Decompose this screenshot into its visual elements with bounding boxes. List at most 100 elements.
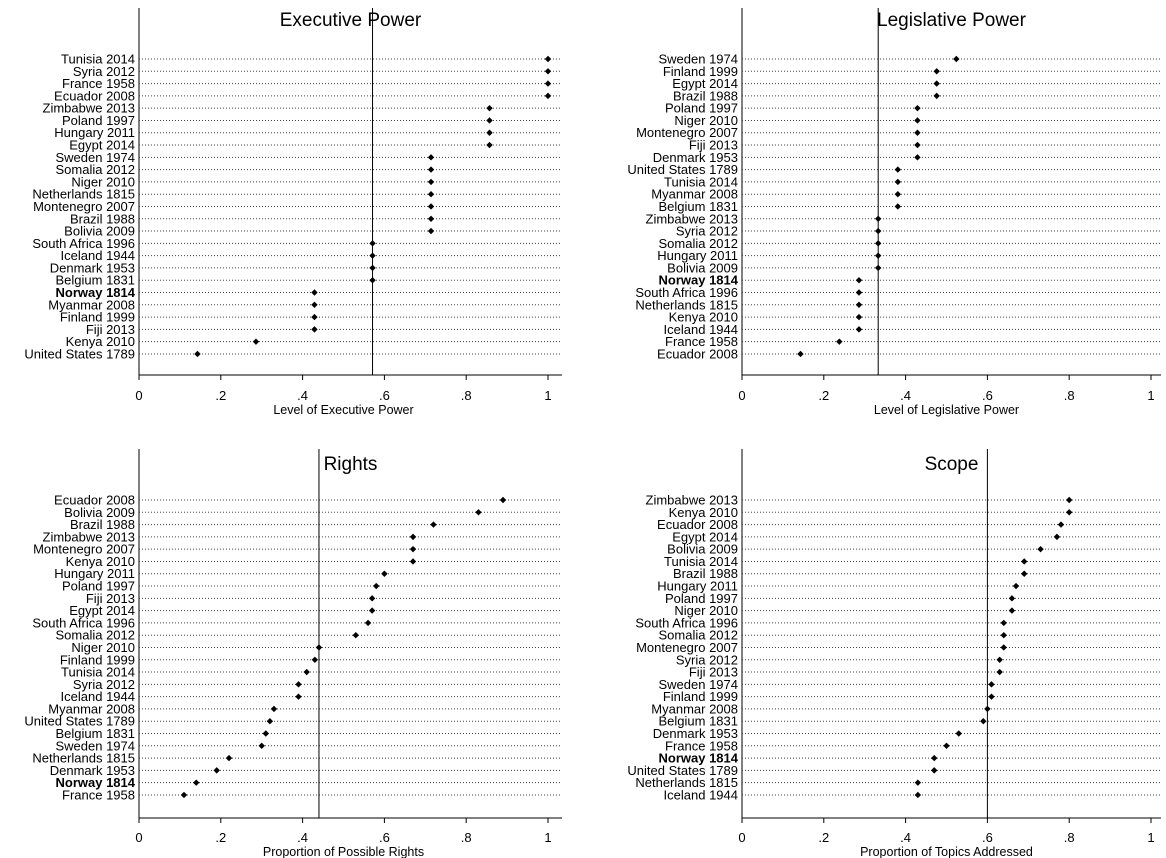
data-point [409, 545, 417, 553]
row-label: Belgium 1831 [56, 726, 136, 741]
data-point [855, 301, 863, 308]
row-label: Egypt 2014 [69, 603, 135, 618]
data-point [836, 338, 843, 345]
panel-title: Legislative Power [877, 10, 1027, 31]
row-label: United States 1789 [627, 763, 738, 778]
row-label: Syria 2012 [73, 64, 135, 79]
x-axis-label: Level of Legislative Power [874, 403, 1019, 417]
data-point [311, 301, 318, 308]
data-point [914, 779, 922, 786]
row-label: Somalia 2012 [56, 628, 136, 643]
row-label: Brazil 1988 [673, 88, 738, 103]
row-label: Hungary 2011 [54, 566, 135, 581]
row-label: Myanmar 2008 [48, 701, 135, 716]
data-point [1000, 619, 1007, 627]
row-label: Niger 2010 [674, 603, 738, 618]
row-label: Syria 2012 [73, 677, 135, 692]
row-label: Poland 1997 [665, 101, 738, 116]
x-tick-label: 1 [1147, 830, 1154, 845]
data-point [352, 631, 359, 639]
row-label: France 1958 [665, 738, 738, 753]
row-label: Brazil 1988 [70, 517, 135, 532]
row-label: United States 1789 [24, 346, 135, 361]
data-point [914, 117, 921, 124]
x-axis-label: Proportion of Possible Rights [263, 845, 424, 858]
row-label: Norway 1814 [659, 273, 739, 288]
data-point [1000, 644, 1007, 651]
data-point [311, 289, 318, 296]
row-label: Netherlands 1815 [32, 187, 135, 202]
row-label: Syria 2012 [676, 652, 738, 667]
panel-3: Scope 0 .2 .4 .6 .8 1 Proportion of Topics Addr… [627, 449, 1161, 858]
data-point [914, 104, 921, 112]
data-point [311, 326, 318, 333]
x-tick-label: .8 [461, 830, 472, 845]
x-tick-label: .8 [461, 388, 472, 403]
x-axis-label: Proportion of Topics Addressed [860, 845, 1033, 858]
data-point [430, 521, 437, 528]
data-point [955, 730, 962, 737]
data-point [894, 178, 902, 186]
x-tick-label: 1 [1147, 388, 1154, 403]
row-label: Bolivia 2009 [667, 542, 738, 557]
row-label: Kenya 2010 [66, 334, 135, 349]
data-point [1012, 582, 1020, 590]
data-point [486, 141, 493, 149]
data-point [544, 92, 552, 100]
data-point [988, 681, 995, 688]
row-label: Hungary 2011 [657, 248, 738, 263]
data-point [933, 68, 940, 75]
data-point [381, 570, 388, 577]
data-point [855, 277, 863, 284]
row-label: Denmark 1953 [50, 260, 135, 275]
data-point [475, 509, 482, 516]
row-label: Hungary 2011 [657, 579, 738, 594]
row-label: Poland 1997 [62, 113, 135, 128]
data-point [262, 730, 269, 737]
data-point [544, 68, 552, 75]
row-label: Syria 2012 [676, 224, 738, 239]
row-label: Norway 1814 [56, 775, 136, 790]
row-label: Iceland 1944 [664, 787, 738, 802]
row-label: Denmark 1953 [653, 150, 738, 165]
data-point [933, 92, 940, 100]
data-point [427, 203, 435, 210]
row-label: Netherlands 1815 [32, 751, 135, 766]
data-point [914, 154, 921, 161]
row-label: Somalia 2012 [659, 628, 739, 643]
row-label: Ecuador 2008 [54, 493, 135, 508]
row-label: Egypt 2014 [672, 76, 738, 91]
row-label: Bolivia 2009 [64, 505, 135, 520]
row-label: Finland 1999 [60, 310, 135, 325]
data-point [427, 215, 435, 222]
x-tick-label: .2 [818, 830, 829, 845]
row-label: Brazil 1988 [70, 211, 135, 226]
data-point [252, 338, 260, 345]
x-tick-label: .8 [1064, 830, 1075, 845]
x-tick-label: 1 [544, 388, 551, 403]
row-label: Iceland 1944 [664, 322, 738, 337]
data-point [914, 141, 921, 149]
row-label: Tunisia 2014 [61, 52, 135, 67]
data-point [368, 595, 376, 602]
data-point [373, 582, 380, 590]
x-tick-label: .4 [900, 388, 911, 403]
data-point [988, 693, 995, 700]
data-point [213, 767, 220, 774]
x-tick-label: .4 [297, 388, 308, 403]
data-point [409, 533, 417, 541]
data-point [943, 742, 950, 749]
data-point [1066, 509, 1073, 516]
row-label: Tunisia 2014 [61, 665, 135, 680]
row-label: Myanmar 2008 [48, 297, 135, 312]
data-point [180, 791, 188, 799]
row-label: Sweden 1974 [55, 738, 135, 753]
data-point [933, 80, 940, 87]
row-label: Tunisia 2014 [664, 554, 738, 569]
x-tick-label: .6 [982, 830, 993, 845]
row-label: Ecuador 2008 [657, 346, 738, 361]
row-label: Niger 2010 [674, 113, 738, 128]
data-point [544, 55, 552, 63]
data-point [894, 203, 902, 210]
data-point [1021, 558, 1028, 565]
